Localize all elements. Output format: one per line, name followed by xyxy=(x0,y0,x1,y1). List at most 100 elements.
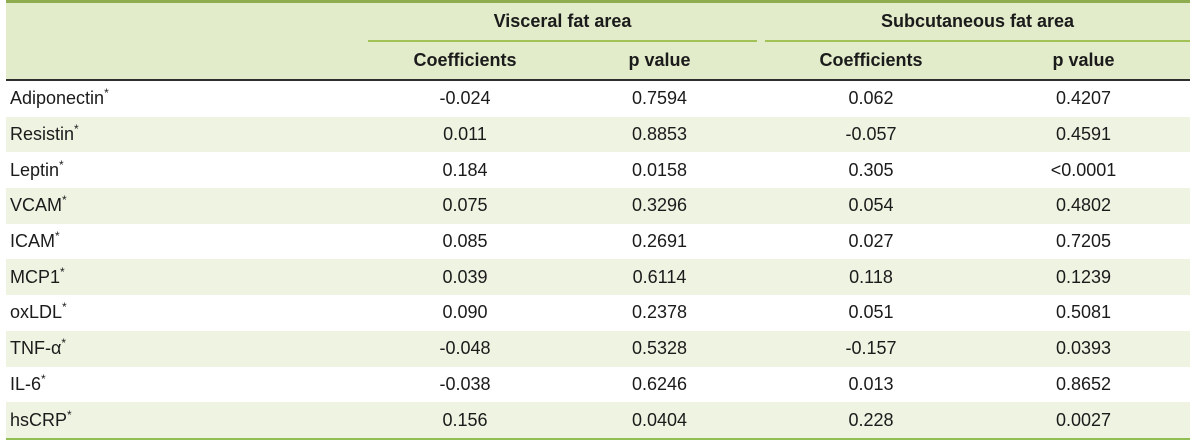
group-gap xyxy=(757,80,765,117)
cell-vfa-pvalue: 0.6246 xyxy=(631,373,688,394)
cell-vfa-pvalue: 0.3296 xyxy=(631,195,688,216)
marker-name: VCAM xyxy=(10,195,63,216)
cell-vfa-coefficient: 0.184 xyxy=(442,159,488,180)
group-header-subcutaneous-fat-area: Subcutaneous fat area xyxy=(765,1,1190,42)
marker-name: ICAM xyxy=(10,231,55,252)
cell-vfa-coefficient: 0.085 xyxy=(442,231,488,252)
table-row: MCP1* 0.039 0.6114 0.118 0.1239 xyxy=(6,259,1190,296)
group-gap xyxy=(757,1,765,41)
cell-sfa-pvalue: 0.7205 xyxy=(1055,231,1112,252)
group-gap xyxy=(757,402,765,439)
cell-sfa-coefficient: 0.062 xyxy=(848,88,894,109)
cell-sfa-pvalue: 0.5081 xyxy=(1055,302,1112,323)
cell-sfa-pvalue: 0.4591 xyxy=(1055,124,1112,145)
cell-sfa-pvalue: 0.8652 xyxy=(1055,373,1112,394)
table-body: Adiponectin* -0.024 0.7594 0.062 0.4207 … xyxy=(6,80,1190,439)
col-header-vfa-coefficients: Coefficients xyxy=(368,41,562,81)
cell-sfa-pvalue: 0.0027 xyxy=(1055,409,1112,430)
cell-vfa-coefficient: 0.075 xyxy=(442,195,488,216)
col-header-sfa-pvalue: p value xyxy=(977,41,1190,81)
cell-vfa-pvalue: 0.6114 xyxy=(632,266,687,287)
group-header-visceral-fat-area: Visceral fat area xyxy=(368,1,757,42)
group-gap xyxy=(757,331,765,367)
asterisk-superscript: * xyxy=(41,371,46,386)
cell-sfa-coefficient: 0.305 xyxy=(848,159,894,180)
cell-sfa-coefficient: 0.027 xyxy=(848,231,894,252)
row-label: IL-6* xyxy=(6,367,368,403)
marker-name: MCP1 xyxy=(10,266,61,287)
table-row: VCAM* 0.075 0.3296 0.054 0.4802 xyxy=(6,188,1190,224)
cell-vfa-coefficient: 0.039 xyxy=(442,266,488,287)
marker-name: IL-6 xyxy=(10,373,42,394)
row-label: ICAM* xyxy=(6,224,368,260)
cell-sfa-coefficient: 0.118 xyxy=(849,266,893,287)
col-header-vfa-pvalue: p value xyxy=(562,41,757,81)
cell-sfa-coefficient: -0.157 xyxy=(845,338,897,359)
correlation-table: Visceral fat area Subcutaneous fat area … xyxy=(6,0,1190,440)
table-row: hsCRP* 0.156 0.0404 0.228 0.0027 xyxy=(6,402,1190,439)
cell-vfa-pvalue: 0.7594 xyxy=(631,88,688,109)
cell-sfa-pvalue: 0.1239 xyxy=(1055,266,1112,287)
row-label: oxLDL* xyxy=(6,295,368,331)
row-label: Resistin* xyxy=(6,117,368,153)
row-label: TNF-α* xyxy=(6,331,368,367)
cell-vfa-coefficient: -0.048 xyxy=(439,338,491,359)
col-header-sfa-coefficients: Coefficients xyxy=(765,41,977,81)
asterisk-superscript: * xyxy=(60,264,65,279)
table-row: Leptin* 0.184 0.0158 0.305 <0.0001 xyxy=(6,152,1190,188)
row-label: hsCRP* xyxy=(6,402,368,439)
table-row: Resistin* 0.011 0.8853 -0.057 0.4591 xyxy=(6,116,1190,153)
cell-sfa-coefficient: 0.054 xyxy=(848,195,894,216)
table-row: oxLDL* 0.090 0.2378 0.051 0.5081 xyxy=(6,295,1190,331)
asterisk-superscript: * xyxy=(104,86,109,101)
cell-sfa-pvalue: 0.4207 xyxy=(1055,88,1112,109)
group-header-row: Visceral fat area Subcutaneous fat area xyxy=(6,1,1190,42)
group-gap xyxy=(757,224,765,260)
label-column-header-empty xyxy=(6,41,368,81)
cell-sfa-pvalue: <0.0001 xyxy=(1050,159,1117,180)
table-row: TNF-α* -0.048 0.5328 -0.157 0.0393 xyxy=(6,330,1190,367)
cell-sfa-coefficient: 0.013 xyxy=(848,373,894,394)
cell-vfa-coefficient: 0.011 xyxy=(443,124,487,145)
group-gap xyxy=(757,295,765,331)
cell-vfa-pvalue: 0.8853 xyxy=(631,124,688,145)
cell-vfa-pvalue: 0.2691 xyxy=(631,231,688,252)
row-label: Adiponectin* xyxy=(6,80,368,117)
group-gap xyxy=(757,152,765,188)
cell-sfa-pvalue: 0.0393 xyxy=(1055,338,1112,359)
cell-vfa-pvalue: 0.0158 xyxy=(631,159,688,180)
subheader-row: Coefficients p value Coefficients p valu… xyxy=(6,41,1190,81)
asterisk-superscript: * xyxy=(62,193,67,208)
cell-vfa-pvalue: 0.2378 xyxy=(631,302,688,323)
row-label: Leptin* xyxy=(6,152,368,188)
asterisk-superscript: * xyxy=(61,336,67,351)
cell-vfa-coefficient: 0.156 xyxy=(442,409,488,430)
cell-sfa-coefficient: 0.228 xyxy=(848,409,894,430)
asterisk-superscript: * xyxy=(62,300,67,315)
group-gap xyxy=(757,41,765,81)
row-label: MCP1* xyxy=(6,259,368,295)
table-row: ICAM* 0.085 0.2691 0.027 0.7205 xyxy=(6,224,1190,260)
cell-sfa-coefficient: 0.051 xyxy=(848,302,894,323)
cell-vfa-pvalue: 0.5328 xyxy=(631,338,688,359)
marker-name: hsCRP xyxy=(10,409,68,430)
row-label: VCAM* xyxy=(6,188,368,224)
marker-name: TNF-α xyxy=(10,338,62,359)
marker-name: Leptin xyxy=(10,159,60,180)
corner-empty-cell xyxy=(6,1,368,41)
asterisk-superscript: * xyxy=(74,122,79,137)
marker-name: Resistin xyxy=(10,124,75,145)
marker-name: oxLDL xyxy=(10,302,63,323)
marker-name: Adiponectin xyxy=(10,88,105,109)
asterisk-superscript: * xyxy=(59,157,64,172)
cell-vfa-coefficient: 0.090 xyxy=(442,302,488,323)
table-header: Visceral fat area Subcutaneous fat area … xyxy=(6,1,1190,81)
group-gap xyxy=(757,367,765,403)
asterisk-superscript: * xyxy=(55,229,60,244)
asterisk-superscript: * xyxy=(67,407,72,422)
group-gap xyxy=(757,117,765,153)
table-row: Adiponectin* -0.024 0.7594 0.062 0.4207 xyxy=(6,80,1190,117)
group-gap xyxy=(757,259,765,295)
group-gap xyxy=(757,188,765,224)
